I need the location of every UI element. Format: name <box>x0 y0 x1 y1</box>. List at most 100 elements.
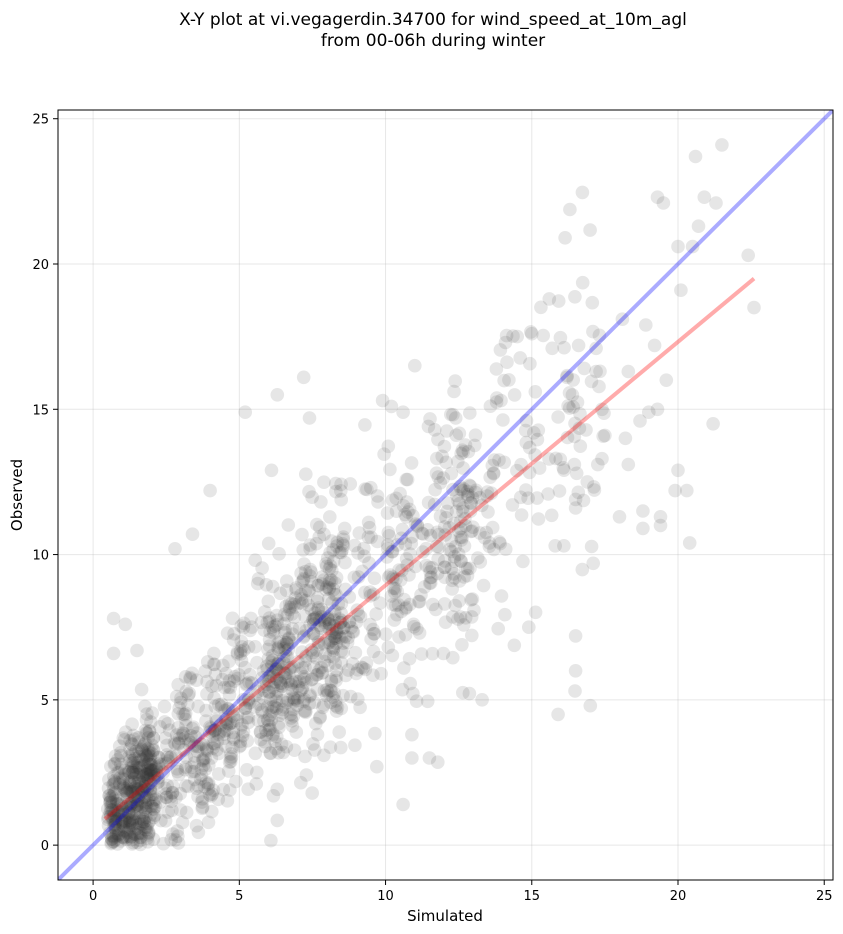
data-point <box>139 768 154 782</box>
data-point <box>325 623 340 638</box>
data-point <box>519 435 534 450</box>
data-point <box>448 598 463 613</box>
data-point <box>118 830 133 844</box>
data-point <box>285 675 300 690</box>
data-point <box>326 643 341 658</box>
data-point <box>153 795 167 809</box>
data-point <box>104 803 119 818</box>
data-point <box>358 585 372 600</box>
data-point <box>682 536 697 550</box>
data-point <box>119 814 133 829</box>
data-point <box>275 706 290 720</box>
data-point <box>423 528 438 543</box>
data-point <box>580 475 595 489</box>
data-point <box>109 829 123 843</box>
data-point <box>141 757 155 771</box>
data-point <box>117 816 131 831</box>
data-point <box>269 701 284 715</box>
data-point <box>316 700 330 715</box>
data-point <box>276 745 291 760</box>
data-point <box>113 797 128 811</box>
data-point <box>139 800 154 815</box>
data-point <box>172 701 186 715</box>
data-point <box>199 714 213 728</box>
data-point <box>639 318 653 332</box>
data-point <box>465 592 480 606</box>
data-point <box>220 794 235 808</box>
data-point <box>207 691 221 705</box>
data-point <box>416 527 430 541</box>
data-point <box>388 581 403 596</box>
data-point <box>363 617 377 632</box>
data-point <box>715 138 729 152</box>
data-point <box>489 362 504 376</box>
data-point <box>125 765 140 779</box>
data-point <box>553 452 568 467</box>
data-point <box>364 632 378 646</box>
data-point <box>209 678 224 693</box>
data-point <box>366 622 380 637</box>
data-point <box>298 593 313 608</box>
data-point <box>466 520 480 534</box>
data-point <box>237 643 251 657</box>
data-point <box>122 823 136 837</box>
data-point <box>425 561 440 575</box>
data-point <box>653 510 668 524</box>
data-point <box>671 239 685 254</box>
data-point <box>206 736 221 750</box>
data-point <box>336 645 350 659</box>
x-axis-label: Simulated <box>407 907 483 925</box>
data-point <box>101 818 116 833</box>
data-point <box>552 484 567 498</box>
data-point <box>194 768 209 783</box>
data-point <box>161 717 175 731</box>
data-point <box>267 700 282 714</box>
data-point <box>273 678 288 692</box>
data-point <box>429 602 443 617</box>
data-point <box>454 554 468 568</box>
data-point <box>318 613 333 628</box>
data-point <box>549 451 563 466</box>
data-point <box>163 790 178 804</box>
data-point <box>141 826 156 840</box>
data-point <box>380 506 395 520</box>
data-point <box>462 686 477 701</box>
data-point <box>140 782 154 797</box>
data-point <box>124 774 139 789</box>
data-point <box>485 520 500 535</box>
data-point <box>568 290 582 304</box>
data-point <box>264 463 279 478</box>
data-point <box>304 672 319 687</box>
data-point <box>442 521 457 535</box>
data-point <box>636 504 650 518</box>
data-point <box>502 373 516 387</box>
data-point <box>405 530 419 544</box>
data-point <box>595 451 609 466</box>
data-point <box>227 627 241 641</box>
data-point <box>449 428 464 443</box>
data-point <box>266 680 280 695</box>
data-point <box>514 508 529 522</box>
data-point <box>122 817 137 831</box>
data-point <box>298 749 312 764</box>
data-point <box>592 328 607 343</box>
data-point <box>165 785 180 800</box>
data-point <box>114 834 128 848</box>
data-point <box>186 720 201 734</box>
data-point <box>593 364 607 379</box>
data-point <box>279 739 294 754</box>
data-point <box>431 432 445 447</box>
data-point <box>366 644 381 659</box>
data-point <box>291 655 305 669</box>
data-point <box>255 671 270 685</box>
data-point <box>282 631 296 645</box>
data-point <box>241 640 256 654</box>
data-point <box>130 798 145 812</box>
data-point <box>454 514 468 528</box>
data-point <box>146 731 161 745</box>
data-point <box>423 565 438 579</box>
data-point <box>236 692 251 707</box>
data-point <box>108 749 123 763</box>
data-point <box>184 760 199 774</box>
data-point <box>354 660 369 675</box>
